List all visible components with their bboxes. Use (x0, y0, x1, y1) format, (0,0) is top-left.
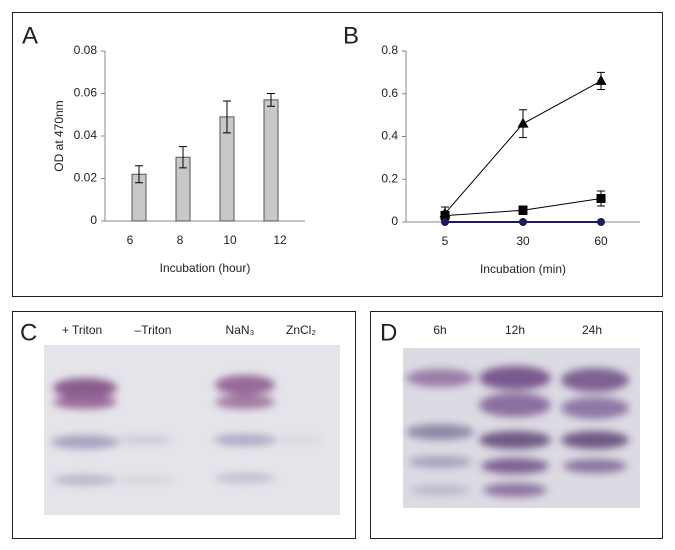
y-tick-label: 0.02 (74, 171, 98, 185)
panel-label: A (22, 22, 38, 49)
marker (441, 218, 449, 226)
x-axis-label: Incubation (hour) (160, 261, 251, 275)
y-tick-label: 0 (90, 213, 97, 227)
marker (595, 74, 607, 85)
panel-label: C (20, 319, 37, 346)
marker (517, 117, 529, 128)
x-tick-label: 6 (127, 233, 134, 247)
x-tick-label: 10 (223, 233, 237, 247)
marker (440, 211, 450, 221)
y-tick-label: 0.4 (381, 129, 398, 143)
error-bar (223, 100, 231, 134)
y-tick-label: 0.6 (381, 86, 398, 100)
marker (596, 193, 606, 203)
x-tick-label: 60 (594, 234, 608, 248)
y-tick-label: 0.04 (74, 128, 98, 142)
bar (263, 99, 279, 222)
lane-label: + Triton (62, 323, 102, 337)
x-tick-label: 5 (442, 234, 449, 248)
y-tick-label: 0.8 (381, 43, 398, 57)
x-tick-label: 30 (516, 234, 530, 248)
marker (519, 218, 527, 226)
y-tick-label: 0 (391, 214, 398, 228)
marker (518, 205, 528, 215)
lane-label: ZnCl₂ (286, 323, 316, 337)
error-bar (179, 146, 187, 169)
gel-image (44, 345, 340, 515)
error-bar (267, 93, 275, 107)
marker (597, 218, 605, 226)
y-tick-label: 0.08 (74, 43, 98, 57)
y-tick-label: 0.2 (381, 171, 398, 185)
y-axis-label: OD at 470nm (52, 100, 66, 171)
x-axis-label: Incubation (min) (480, 262, 566, 276)
y-tick-label: 0.06 (74, 86, 98, 100)
line (444, 80, 602, 214)
panel-frame (12, 311, 356, 539)
panel-frame (370, 311, 663, 539)
error-bar (135, 165, 143, 184)
gel-image (403, 348, 640, 508)
panel-label: B (343, 22, 359, 49)
x-tick-label: 8 (177, 233, 184, 247)
panel-label: D (380, 319, 397, 346)
x-tick-label: 12 (273, 233, 287, 247)
lane-label: 12h (505, 323, 525, 337)
lane-label: NaN₃ (226, 323, 255, 337)
lane-label: 6h (433, 323, 446, 337)
panel-frame (12, 12, 663, 297)
lane-label: 24h (582, 323, 602, 337)
lane-label: –Triton (135, 323, 172, 337)
